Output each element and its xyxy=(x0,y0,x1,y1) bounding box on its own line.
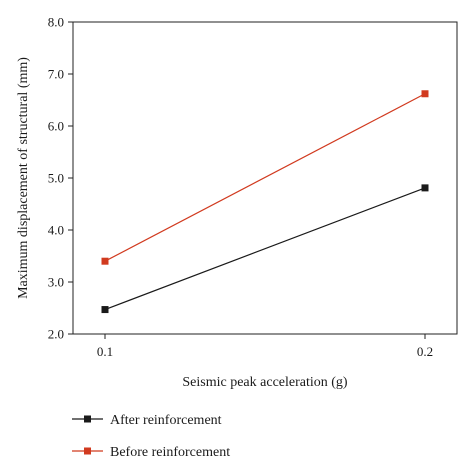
series-line-0 xyxy=(104,187,426,311)
legend-marker xyxy=(84,447,91,455)
series-line-1 xyxy=(104,93,426,262)
y-tick-label: 3.0 xyxy=(48,275,64,290)
y-tick-label: 4.0 xyxy=(48,223,64,238)
legend-label: After reinforcement xyxy=(110,413,222,428)
x-tick-label: 0.2 xyxy=(417,344,433,359)
x-tick-label: 0.1 xyxy=(97,344,113,359)
series-layer xyxy=(101,90,429,314)
data-point-marker xyxy=(101,257,109,265)
y-axis-label: Maximum displacement of structural (mm) xyxy=(16,57,31,299)
y-axis: 2.0 3.0 4.0 5.0 6.0 7.0 8.0 xyxy=(48,15,73,342)
y-tick-label: 2.0 xyxy=(48,327,64,342)
data-point-marker xyxy=(101,306,109,314)
y-tick-label: 6.0 xyxy=(48,119,64,134)
legend-label: Before reinforcement xyxy=(110,445,230,460)
legend-marker xyxy=(84,415,91,423)
x-axis-label: Seismic peak acceleration (g) xyxy=(182,375,348,390)
y-tick-label: 5.0 xyxy=(48,171,64,186)
y-tick-label: 8.0 xyxy=(48,15,64,30)
x-axis: 0.1 0.2 xyxy=(97,334,433,359)
data-point-marker xyxy=(421,90,429,98)
legend: After reinforcement Before reinforcement xyxy=(72,413,230,460)
data-point-marker xyxy=(421,184,429,192)
y-tick-label: 7.0 xyxy=(48,67,64,82)
